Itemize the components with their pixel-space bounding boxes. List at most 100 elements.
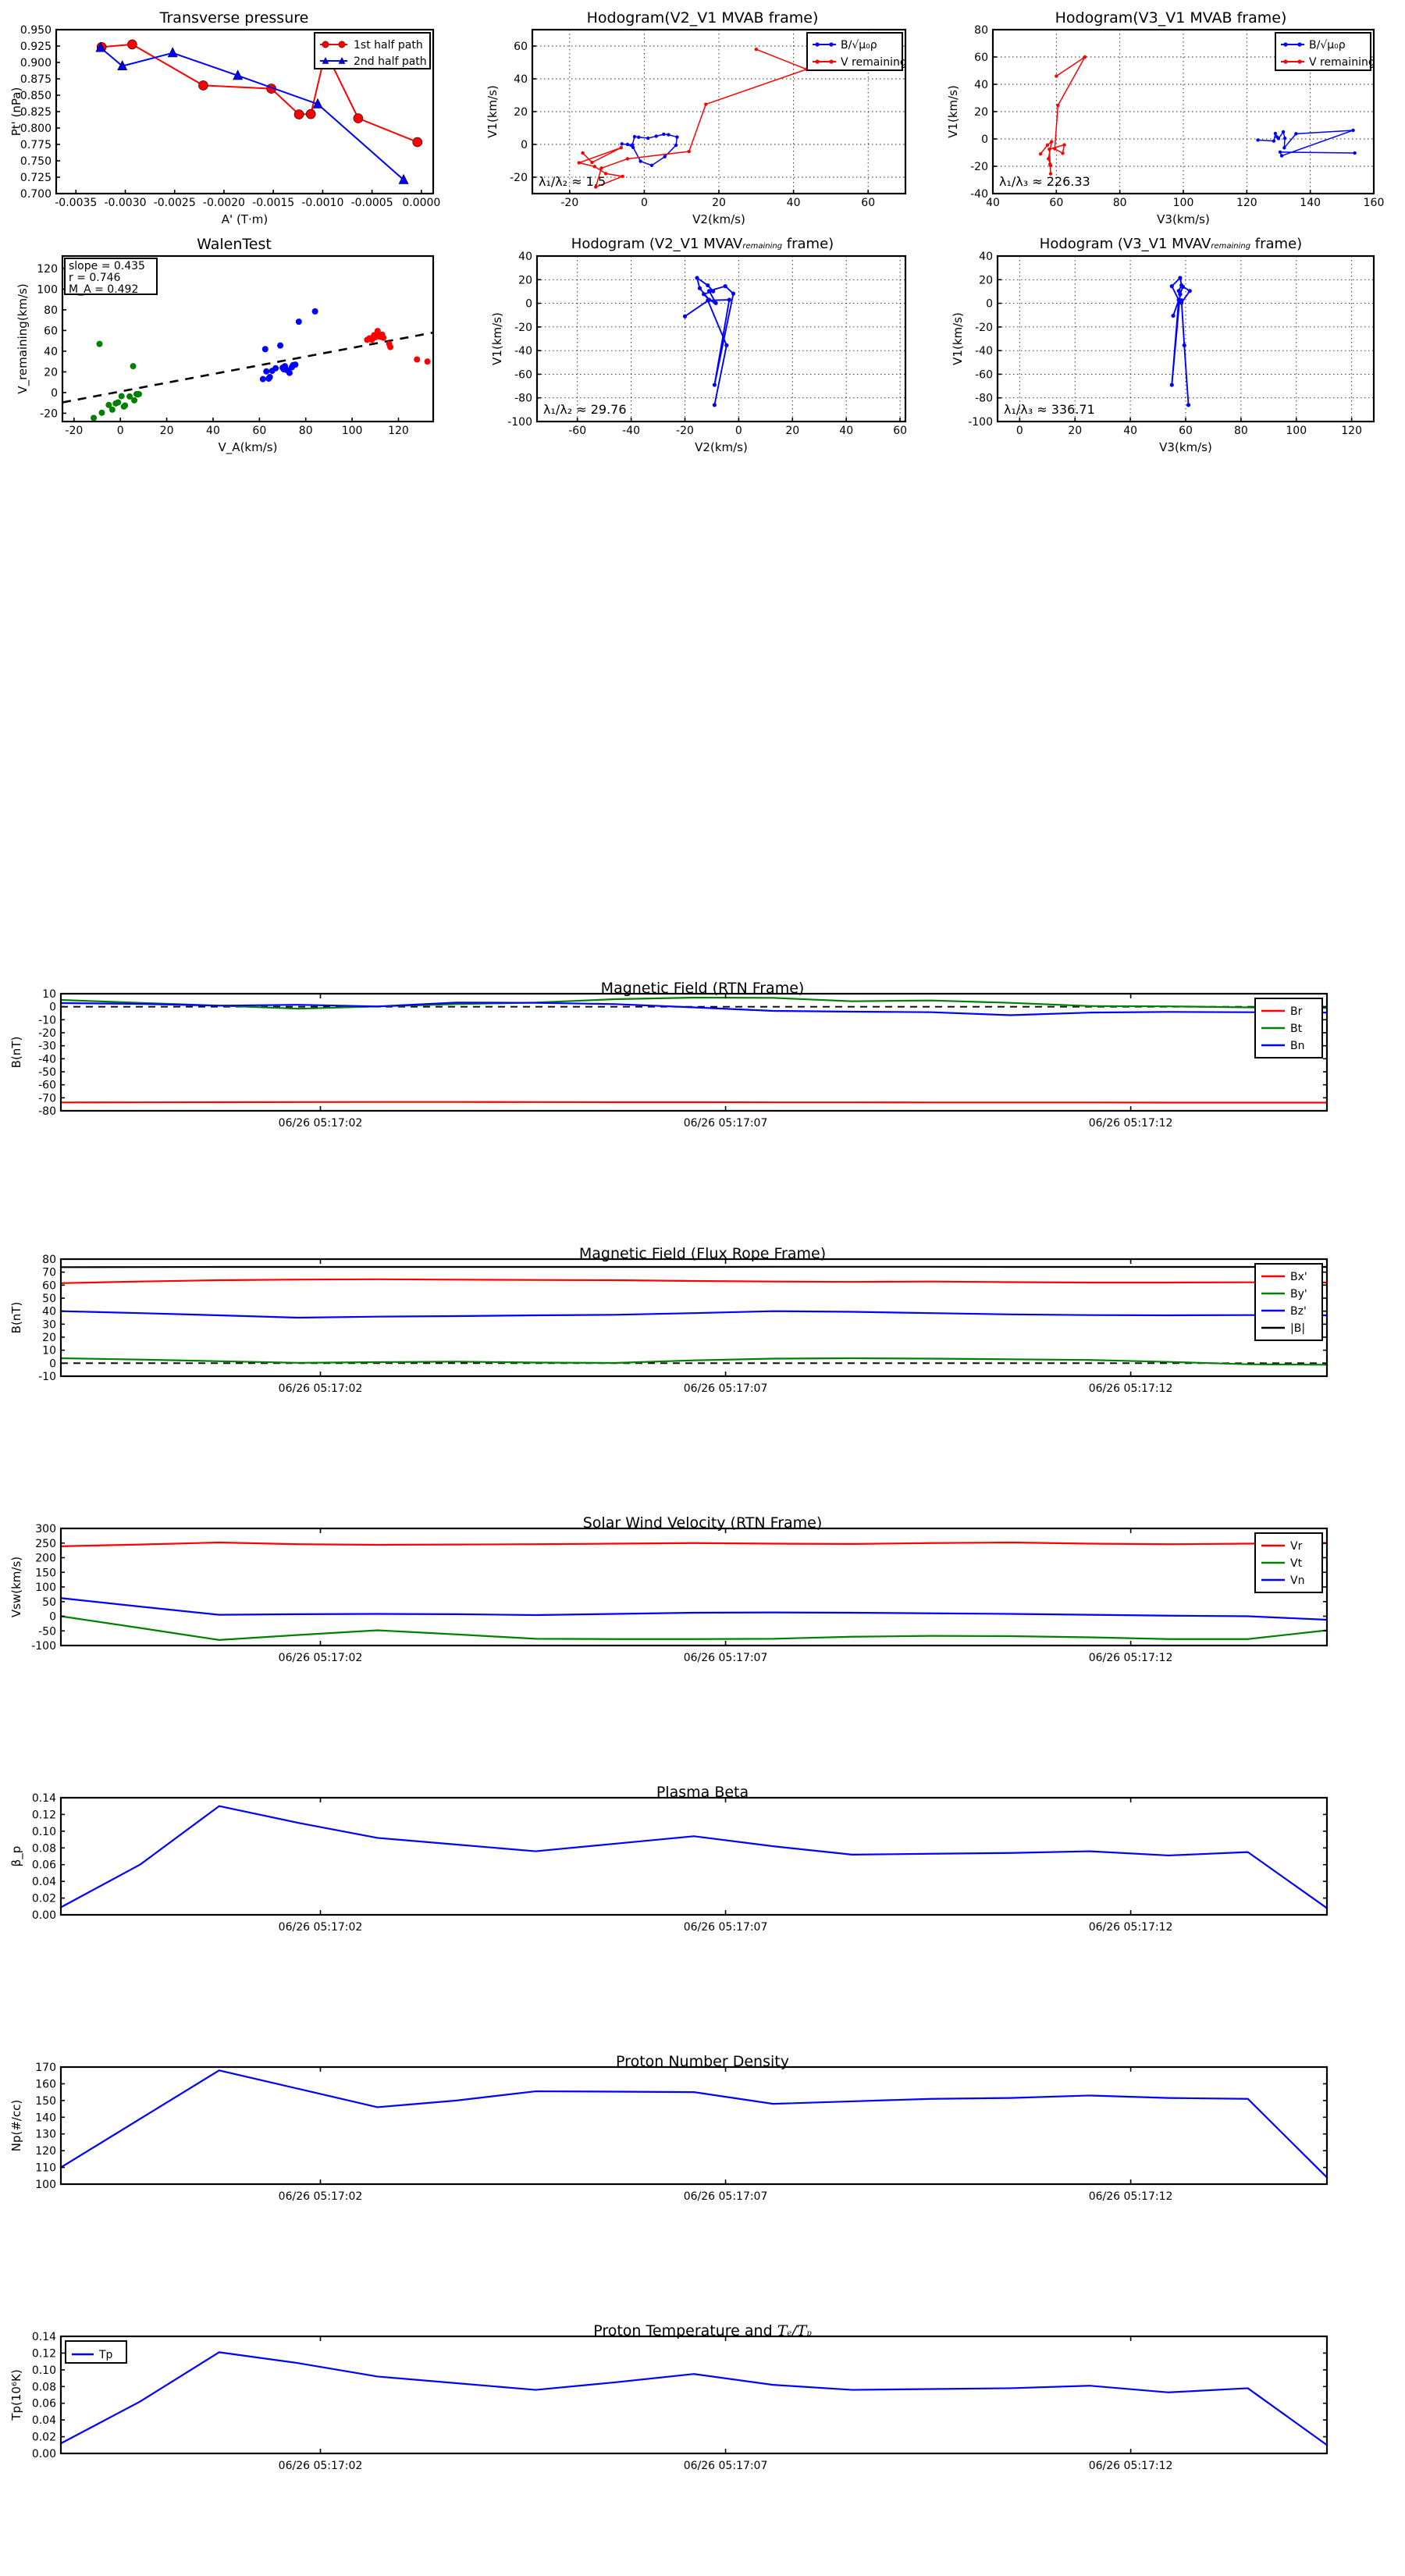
y-axis-label: β_p <box>9 1846 24 1867</box>
x-axis-label: V2(km/s) <box>695 440 748 454</box>
data-marker <box>706 283 710 288</box>
data-marker <box>1186 403 1191 407</box>
series-Bz' <box>59 1310 1329 1319</box>
data-marker <box>592 165 597 169</box>
legend-label[interactable]: 2nd half path <box>354 55 427 68</box>
stats-slope: slope = 0.435 <box>69 260 145 272</box>
x-tick-label: -20 <box>676 425 694 437</box>
legend-label-Vr[interactable]: Vr <box>1290 1540 1303 1553</box>
y-tick-label: -20 <box>975 322 993 334</box>
y-tick-label: 60 <box>974 52 988 64</box>
data-marker <box>662 132 666 137</box>
legend-label[interactable]: V remaining <box>1309 56 1375 69</box>
legend-label-Tp[interactable]: Tp <box>98 2349 113 2361</box>
series-line-1 <box>1040 56 1086 175</box>
x-tick-label: 40 <box>986 197 1000 209</box>
x-tick-label: 06/26 05:17:02 <box>279 1382 363 1395</box>
legend-marker <box>338 56 346 64</box>
data-marker <box>1053 147 1057 151</box>
legend-marker <box>829 59 834 64</box>
axes-frame <box>59 2065 1329 2186</box>
y-tick-label: 30 <box>42 1318 56 1331</box>
y-tick-label: 0.775 <box>20 139 52 151</box>
x-tick-label: 06/26 05:17:12 <box>1089 1117 1173 1130</box>
legend-box <box>806 32 903 71</box>
y-tick-label: -100 <box>31 1640 56 1653</box>
data-marker <box>1279 154 1284 158</box>
y-tick-label: 0.08 <box>32 1842 56 1855</box>
hodogram-v2v1-mvab-plot: -20 0 20 40 60 -20 0 20 40 60 <box>510 28 907 209</box>
panel-title: Proton Number Density <box>616 2053 789 2070</box>
x-tick-label: 06/26 05:17:02 <box>279 1921 363 1934</box>
series-Bx' <box>59 1278 1329 1284</box>
hodogram-v3v1-mvav-plot: 0 20 40 60 80 100 120 -100 -80 -60 -40 -20 0 20 40 <box>968 251 1375 437</box>
panel-proton-number-density: Proton Number Density 100 110 120 130 140 150… <box>0 2053 1405 2213</box>
data-marker <box>293 109 304 119</box>
scatter-point <box>115 399 122 406</box>
x-tick-label: 06/26 05:17:12 <box>1089 1921 1173 1934</box>
scatter-point <box>108 406 116 413</box>
x-tick-label: 60 <box>1179 425 1193 437</box>
panel-title-text: Proton Temperature and <box>593 2322 777 2339</box>
panel-title-text: Hodogram (V2_V1 MVAV <box>571 236 743 252</box>
data-marker <box>1282 146 1286 150</box>
scatter-point <box>272 365 279 372</box>
data-marker <box>1353 151 1357 155</box>
legend-label[interactable]: B/√μ₀ρ <box>1309 39 1346 52</box>
data-marker <box>712 382 717 387</box>
x-tick-label: 0 <box>1016 425 1023 437</box>
legend-label-|B|[interactable]: |B| <box>1290 1322 1305 1335</box>
x-tick-label: 60 <box>893 425 907 437</box>
scatter-point <box>266 374 273 381</box>
legend-label[interactable]: V remaining <box>841 56 907 69</box>
data-marker <box>697 286 702 290</box>
y-tick-label: -80 <box>38 1105 56 1118</box>
series-line-0 <box>1257 130 1356 157</box>
scatter-point <box>91 415 98 422</box>
y-tick-label: -40 <box>975 345 993 358</box>
y-tick-label: -80 <box>514 393 532 405</box>
legend-label-Vt[interactable]: Vt <box>1290 1557 1303 1570</box>
data-marker <box>1256 138 1260 142</box>
legend-label-Br[interactable]: Br <box>1290 1005 1303 1018</box>
legend-label[interactable]: B/√μ₀ρ <box>841 39 877 52</box>
x-tick-label: 80 <box>1113 197 1127 209</box>
y-axis-label: V1(km/s) <box>490 312 504 365</box>
lambda-ratio-annotation: λ₁/λ₂ ≈ 1.5 <box>539 174 606 189</box>
x-tick-label: 0 <box>117 425 124 437</box>
y-tick-label: 70 <box>42 1267 56 1279</box>
series-By' <box>59 1357 1329 1366</box>
x-tick-label: 20 <box>712 197 726 209</box>
y-tick-label: 150 <box>35 2095 56 2108</box>
data-marker <box>581 151 585 155</box>
y-tick-label: 200 <box>35 1553 56 1565</box>
legend-label[interactable]: 1st half path <box>354 39 423 52</box>
series-line-1 <box>578 48 808 188</box>
legend-label-Bt[interactable]: Bt <box>1290 1023 1303 1035</box>
y-tick-label: 10 <box>42 988 56 1001</box>
y-tick-label: 0 <box>51 387 58 400</box>
legend-label-Vn[interactable]: Vn <box>1290 1574 1304 1587</box>
x-tick-label: 06/26 05:17:07 <box>684 2190 768 2203</box>
panel-transverse-pressure: Transverse pressure -0.0035 -0.0030 -0.002… <box>0 8 468 226</box>
legend-label-Bz'[interactable]: Bz' <box>1290 1305 1307 1318</box>
y-tick-label: -40 <box>38 1053 56 1066</box>
series-Bt <box>59 996 1329 1010</box>
panel-title-text: Hodogram (V3_V1 MVAV <box>1039 236 1211 252</box>
data-marker <box>1179 298 1184 303</box>
scatter-point <box>130 363 137 370</box>
data-marker <box>637 135 641 139</box>
data-marker <box>412 137 423 148</box>
scatter-point <box>118 393 125 400</box>
scatter-point <box>286 369 293 376</box>
y-tick-label: 20 <box>518 274 532 286</box>
legend-label-Bx'[interactable]: Bx' <box>1290 1271 1307 1283</box>
legend-box <box>1275 32 1371 71</box>
x-tick-label: -0.0030 <box>104 197 146 209</box>
legend-marker <box>829 42 834 47</box>
legend-label-By'[interactable]: By' <box>1290 1288 1307 1300</box>
lambda-ratio-annotation: λ₁/λ₃ ≈ 336.71 <box>1004 402 1095 417</box>
y-axis-label: B(nT) <box>9 1302 23 1334</box>
legend-label-Bn[interactable]: Bn <box>1290 1040 1304 1052</box>
scatter-point <box>295 318 302 326</box>
